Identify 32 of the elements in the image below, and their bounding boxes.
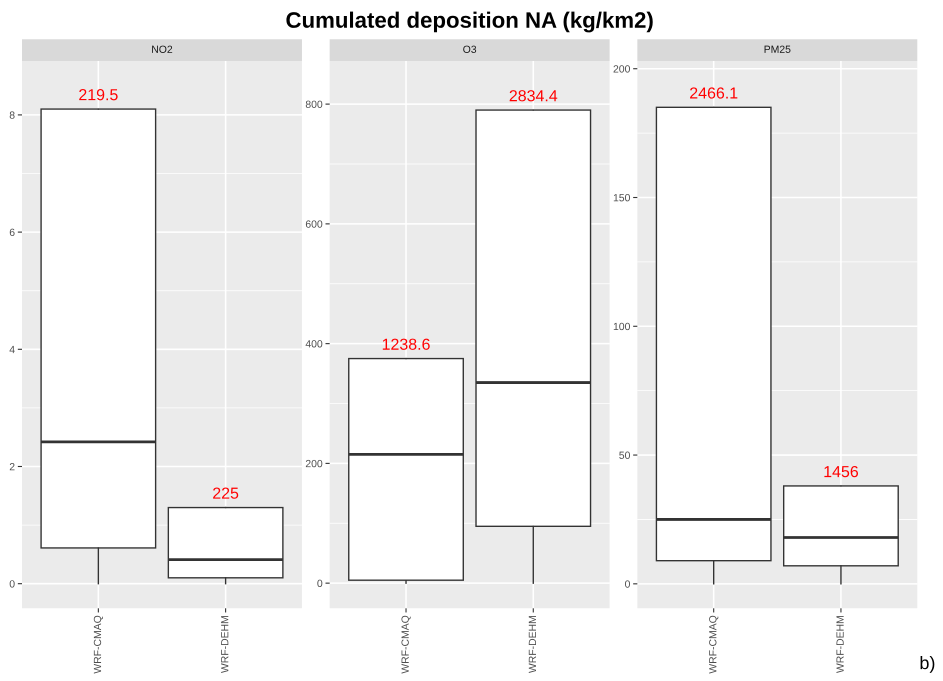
- chart-subtitle: PM25: [764, 46, 790, 53]
- y-tick-label: 50: [619, 452, 630, 459]
- y-tick-label: 400: [306, 340, 322, 348]
- annotation: 225: [213, 487, 238, 499]
- x-tick-label: WRF-CMAQ: [94, 616, 104, 674]
- y-tick-label: 6: [10, 228, 15, 236]
- annotation: 2834.4: [510, 90, 558, 102]
- y-tick-label: 0: [317, 580, 322, 588]
- y-tick-label: 100: [614, 322, 630, 330]
- x-tick-label: WRF-DEHM: [528, 616, 536, 674]
- y-tick-label: 200: [306, 460, 322, 468]
- y-tick-label: 8: [10, 111, 15, 119]
- y-tick-label: 800: [306, 100, 322, 108]
- annotation: 1238.6: [382, 338, 430, 350]
- y-tick-label: 150: [614, 194, 630, 202]
- x-tick-label: WRF-CMAQ: [401, 616, 411, 674]
- chart-subtitle: O3: [463, 46, 476, 53]
- y-tick-label: 600: [306, 220, 322, 228]
- y-tick-label: 0: [10, 580, 15, 588]
- annotation: 1456: [824, 466, 858, 478]
- annotation: 2466.1: [690, 87, 738, 99]
- text: b): [920, 656, 934, 673]
- y-tick-label: 0: [625, 580, 630, 588]
- x-tick-label: WRF-DEHM: [836, 616, 844, 674]
- chart-subtitle: NO2: [152, 46, 172, 53]
- y-tick-label: 200: [614, 65, 630, 73]
- y-tick-label: 2: [10, 462, 15, 470]
- x-tick-label: WRF-CMAQ: [709, 616, 718, 674]
- x-tick-label: WRF-DEHM: [221, 616, 228, 674]
- annotation: 219.5: [79, 89, 118, 100]
- y-tick-label: 4: [10, 346, 15, 354]
- chart-title: Cumulated deposition NA (kg/km2): [286, 12, 653, 32]
